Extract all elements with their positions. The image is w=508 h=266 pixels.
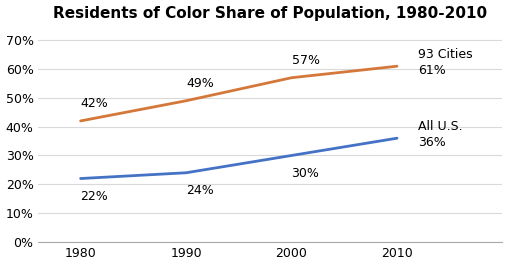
Text: All U.S.: All U.S. [418, 120, 463, 133]
Text: 22%: 22% [81, 190, 108, 203]
Text: 61%: 61% [418, 64, 446, 77]
Text: 42%: 42% [81, 97, 108, 110]
Text: 93 Cities: 93 Cities [418, 48, 473, 61]
Text: 57%: 57% [292, 54, 320, 66]
Title: Residents of Color Share of Population, 1980-2010: Residents of Color Share of Population, … [53, 6, 488, 20]
Text: 36%: 36% [418, 136, 446, 149]
Text: 30%: 30% [292, 167, 320, 180]
Text: 24%: 24% [186, 184, 214, 197]
Text: 49%: 49% [186, 77, 214, 90]
